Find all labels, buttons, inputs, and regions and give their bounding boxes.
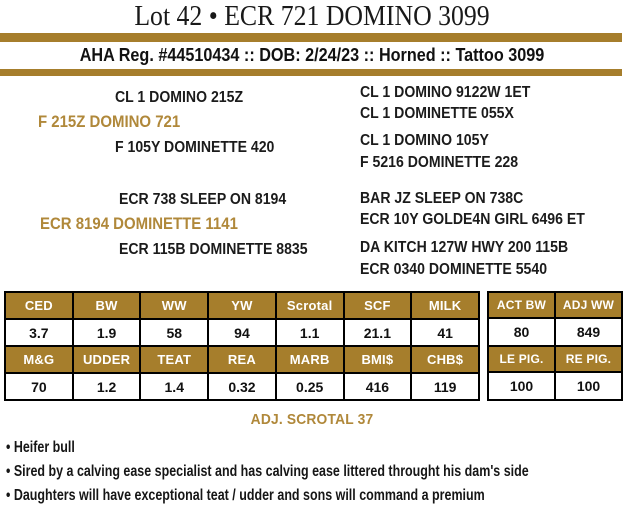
gold-divider-top bbox=[0, 33, 622, 42]
stats-header-cell: LE PIG. bbox=[487, 345, 556, 373]
epd-header-cell: BW bbox=[71, 291, 142, 320]
note-line: • Heifer bull bbox=[6, 439, 75, 456]
stats-header-row-1: ACT BW ADJ WW bbox=[487, 291, 623, 319]
stats-value-row-1: 80 849 bbox=[487, 317, 623, 347]
stats-value-row-2: 100 100 bbox=[487, 371, 623, 401]
epd-value-cell: 21.1 bbox=[342, 318, 413, 347]
epd-header-cell: WW bbox=[139, 291, 210, 320]
epd-value-row-2: 70 1.2 1.4 0.32 0.25 416 119 bbox=[4, 372, 480, 401]
epd-header-cell: YW bbox=[207, 291, 277, 320]
epd-header-cell: MARB bbox=[274, 345, 345, 374]
pedigree-dam-paternal-grandsire: BAR JZ SLEEP ON 738C bbox=[360, 190, 524, 207]
stats-header-cell: ACT BW bbox=[487, 291, 556, 319]
epd-value-cell: 416 bbox=[342, 372, 413, 401]
epd-value-cell: 1.2 bbox=[71, 372, 142, 401]
epd-value-cell: 94 bbox=[207, 318, 277, 347]
pedigree-sire-dam: F 105Y DOMINETTE 420 bbox=[115, 139, 275, 156]
pedigree-dam-maternal-granddam: ECR 0340 DOMINETTE 5540 bbox=[360, 261, 548, 278]
epd-header-cell: MILK bbox=[410, 291, 480, 320]
epd-value-cell: 70 bbox=[4, 372, 74, 401]
epd-header-cell: M&G bbox=[4, 345, 74, 374]
epd-value-cell: 0.25 bbox=[274, 372, 345, 401]
epd-header-cell: TEAT bbox=[139, 345, 210, 374]
stats-value-cell: 100 bbox=[554, 371, 623, 401]
registration-line: AHA Reg. #44510434 :: DOB: 2/24/23 :: Ho… bbox=[79, 45, 545, 65]
pedigree-dam-maternal-grandsire: DA KITCH 127W HWY 200 115B bbox=[360, 239, 569, 256]
epd-header-cell: UDDER bbox=[71, 345, 142, 374]
epd-value-cell: 3.7 bbox=[4, 318, 74, 347]
pedigree-dam-name: ECR 8194 DOMINETTE 1141 bbox=[40, 214, 238, 233]
stats-value-cell: 80 bbox=[487, 317, 556, 347]
stats-header-cell: RE PIG. bbox=[554, 345, 623, 373]
epd-header-cell: Scrotal bbox=[274, 291, 345, 320]
epd-value-cell: 41 bbox=[410, 318, 480, 347]
adj-scrotal-note: ADJ. SCROTAL 37 bbox=[250, 411, 374, 428]
epd-value-cell: 1.4 bbox=[139, 372, 210, 401]
gold-divider-bottom bbox=[0, 69, 622, 76]
epd-value-cell: 0.32 bbox=[207, 372, 277, 401]
epd-header-cell: CHB$ bbox=[410, 345, 480, 374]
pedigree-dam-paternal-granddam: ECR 10Y GOLDE4N GIRL 6496 ET bbox=[360, 211, 585, 228]
stats-value-cell: 100 bbox=[487, 371, 556, 401]
lot-title: Lot 42 • ECR 721 DOMINO 3099 bbox=[134, 1, 490, 32]
pedigree-sire-paternal-grandsire: CL 1 DOMINO 9122W 1ET bbox=[360, 84, 531, 101]
pedigree-dam-sire: ECR 738 SLEEP ON 8194 bbox=[119, 191, 287, 208]
epd-header-row-2: M&G UDDER TEAT REA MARB BMI$ CHB$ bbox=[4, 345, 480, 374]
epd-value-cell: 1.1 bbox=[274, 318, 345, 347]
pedigree-dam-dam: ECR 115B DOMINETTE 8835 bbox=[119, 241, 308, 258]
epd-header-row-1: CED BW WW YW Scrotal SCF MILK bbox=[4, 291, 480, 320]
notes-list: • Heifer bull • Sired by a calving ease … bbox=[6, 436, 624, 508]
stats-value-cell: 849 bbox=[554, 317, 623, 347]
epd-header-cell: REA bbox=[207, 345, 277, 374]
note-line: • Sired by a calving ease specialist and… bbox=[6, 463, 529, 480]
stats-header-cell: ADJ WW bbox=[554, 291, 623, 319]
epd-header-cell: SCF bbox=[342, 291, 413, 320]
epd-header-cell: BMI$ bbox=[342, 345, 413, 374]
epd-value-cell: 58 bbox=[139, 318, 210, 347]
epd-header-cell: CED bbox=[4, 291, 74, 320]
stats-header-row-2: LE PIG. RE PIG. bbox=[487, 345, 623, 373]
pedigree-sire-paternal-granddam: CL 1 DOMINETTE 055X bbox=[360, 105, 514, 122]
pedigree-sire-name: F 215Z DOMINO 721 bbox=[38, 112, 181, 131]
epd-value-row-1: 3.7 1.9 58 94 1.1 21.1 41 bbox=[4, 318, 480, 347]
epd-table: CED BW WW YW Scrotal SCF MILK 3.7 1.9 58… bbox=[4, 291, 480, 401]
weights-stats-table: ACT BW ADJ WW 80 849 LE PIG. RE PIG. 100… bbox=[487, 291, 623, 401]
pedigree-sire-sire: CL 1 DOMINO 215Z bbox=[115, 89, 244, 106]
note-line: • Daughters will have exceptional teat /… bbox=[6, 487, 485, 504]
pedigree-sire-maternal-grandsire: CL 1 DOMINO 105Y bbox=[360, 132, 489, 149]
epd-value-cell: 119 bbox=[410, 372, 480, 401]
epd-value-cell: 1.9 bbox=[71, 318, 142, 347]
pedigree-sire-maternal-granddam: F 5216 DOMINETTE 228 bbox=[360, 154, 519, 171]
